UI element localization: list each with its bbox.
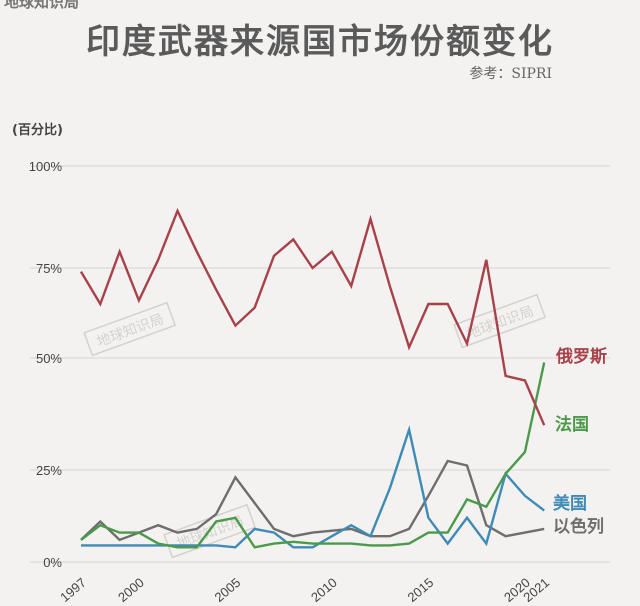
legend-label-0: 俄罗斯	[555, 346, 607, 367]
legend-label-3: 以色列	[553, 516, 604, 537]
x-tick-label: 1997	[57, 575, 89, 605]
chart-title: 印度武器来源国市场份额变化	[86, 22, 554, 62]
x-tick-label: 2000	[115, 575, 147, 605]
brand-logo-text: 地球知识局	[4, 0, 80, 11]
y-tick-label: 100%	[29, 159, 63, 174]
source-note: 参考：SIPRI	[469, 66, 552, 82]
y-axis-unit-label: (百分比)	[12, 123, 63, 138]
legend-label-2: 美国	[553, 493, 587, 514]
x-tick-label: 2015	[405, 575, 437, 605]
watermark: 地球知识局	[83, 301, 177, 357]
y-tick-label: 25%	[36, 463, 62, 478]
x-tick-label: 2005	[212, 575, 244, 605]
x-tick-label: 2010	[308, 575, 340, 605]
series-line-1	[80, 362, 546, 549]
y-tick-label: 75%	[36, 261, 62, 276]
y-tick-label: 50%	[36, 351, 62, 366]
legend-label-1: 法国	[555, 414, 589, 435]
y-tick-label: 0%	[43, 555, 62, 570]
